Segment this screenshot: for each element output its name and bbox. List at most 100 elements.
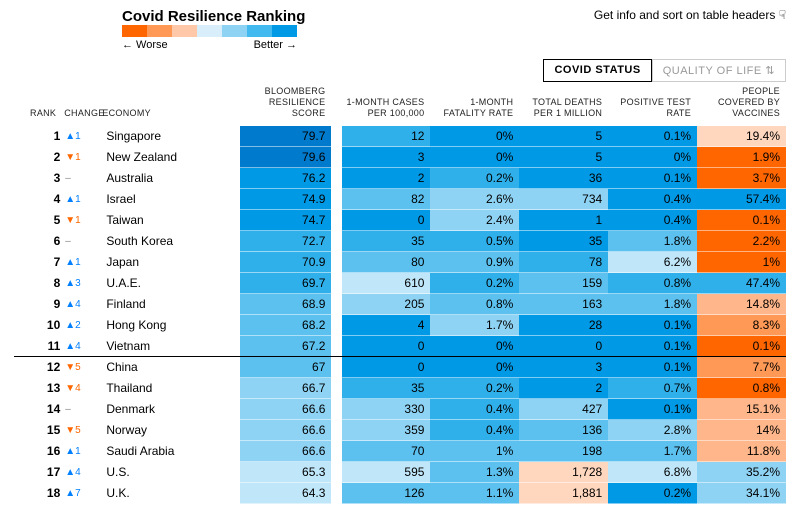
score-cell: 64.3 [240, 483, 331, 504]
score-cell: 66.6 [240, 399, 331, 420]
economy-cell: Hong Kong [100, 315, 240, 336]
table-row: 2▼1New Zealand79.630%50%1.9% [14, 147, 786, 168]
rank-cell: 2 [14, 147, 62, 168]
change-cell: ▼5 [62, 357, 100, 378]
vaccines-cell: 47.4% [697, 273, 786, 294]
vaccines-cell: 11.8% [697, 441, 786, 462]
header-deaths[interactable]: TOTAL DEATHS PER 1 MILLION [519, 82, 608, 126]
header-change[interactable]: CHANGE [62, 82, 100, 126]
header-rank[interactable]: RANK [14, 82, 62, 126]
fatality-cell: 0.4% [430, 399, 519, 420]
cases-cell: 4 [342, 315, 431, 336]
fatality-cell: 0.2% [430, 378, 519, 399]
fatality-cell: 0.2% [430, 168, 519, 189]
header-fatality[interactable]: 1-MONTH FATALITY RATE [430, 82, 519, 126]
tab-quality-of-life[interactable]: QUALITY OF LIFE ⇅ [652, 59, 786, 82]
score-cell: 79.7 [240, 126, 331, 147]
change-cell: – [62, 168, 100, 189]
score-cell: 68.9 [240, 294, 331, 315]
fatality-cell: 0% [430, 147, 519, 168]
rank-cell: 16 [14, 441, 62, 462]
positive-cell: 0.1% [608, 168, 697, 189]
rank-cell: 17 [14, 462, 62, 483]
table-row: 7▲1Japan70.9800.9%786.2%1% [14, 252, 786, 273]
rank-cell: 11 [14, 336, 62, 357]
deaths-cell: 36 [519, 168, 608, 189]
tab-covid-status[interactable]: COVID STATUS [543, 59, 651, 82]
change-cell: ▲1 [62, 252, 100, 273]
sort-icon: ⇅ [765, 64, 775, 77]
rank-cell: 15 [14, 420, 62, 441]
fatality-cell: 0.5% [430, 231, 519, 252]
cases-cell: 595 [342, 462, 431, 483]
score-cell: 67 [240, 357, 331, 378]
change-cell: ▼4 [62, 378, 100, 399]
fatality-cell: 0.2% [430, 273, 519, 294]
score-cell: 79.6 [240, 147, 331, 168]
change-cell: ▲2 [62, 315, 100, 336]
header-economy[interactable]: ECONOMY [100, 82, 240, 126]
cases-cell: 0 [342, 357, 431, 378]
header-cases[interactable]: 1-MONTH CASES PER 100,000 [342, 82, 431, 126]
vaccines-cell: 7.7% [697, 357, 786, 378]
table-row: 12▼5China6700%30.1%7.7% [14, 357, 786, 378]
positive-cell: 0.1% [608, 399, 697, 420]
page-title: Covid Resilience Ranking [122, 8, 305, 25]
vaccines-cell: 14% [697, 420, 786, 441]
fatality-cell: 0.4% [430, 420, 519, 441]
header-score[interactable]: BLOOMBERG RESILIENCE SCORE [240, 82, 331, 126]
header-vaccines[interactable]: PEOPLE COVERED BY VACCINES [697, 82, 786, 126]
vaccines-cell: 57.4% [697, 189, 786, 210]
fatality-cell: 0% [430, 126, 519, 147]
rank-cell: 12 [14, 357, 62, 378]
cases-cell: 70 [342, 441, 431, 462]
positive-cell: 0.4% [608, 210, 697, 231]
cases-cell: 330 [342, 399, 431, 420]
deaths-cell: 2 [519, 378, 608, 399]
change-cell: ▼1 [62, 210, 100, 231]
economy-cell: South Korea [100, 231, 240, 252]
score-cell: 74.7 [240, 210, 331, 231]
change-cell: ▲7 [62, 483, 100, 504]
deaths-cell: 159 [519, 273, 608, 294]
cases-cell: 12 [342, 126, 431, 147]
vaccines-cell: 35.2% [697, 462, 786, 483]
economy-cell: U.K. [100, 483, 240, 504]
positive-cell: 0.4% [608, 189, 697, 210]
vaccines-cell: 2.2% [697, 231, 786, 252]
deaths-cell: 1 [519, 210, 608, 231]
deaths-cell: 5 [519, 126, 608, 147]
fatality-cell: 1.3% [430, 462, 519, 483]
score-cell: 70.9 [240, 252, 331, 273]
score-cell: 74.9 [240, 189, 331, 210]
economy-cell: U.A.E. [100, 273, 240, 294]
fatality-cell: 1.1% [430, 483, 519, 504]
rank-cell: 5 [14, 210, 62, 231]
deaths-cell: 35 [519, 231, 608, 252]
table-row: 4▲1Israel74.9822.6%7340.4%57.4% [14, 189, 786, 210]
fatality-cell: 2.4% [430, 210, 519, 231]
table-row: 10▲2Hong Kong68.241.7%280.1%8.3% [14, 315, 786, 336]
rank-cell: 13 [14, 378, 62, 399]
header-positive[interactable]: POSITIVE TEST RATE [608, 82, 697, 126]
economy-cell: Denmark [100, 399, 240, 420]
positive-cell: 0.1% [608, 126, 697, 147]
fatality-cell: 0% [430, 357, 519, 378]
fatality-cell: 1% [430, 441, 519, 462]
rank-cell: 10 [14, 315, 62, 336]
cases-cell: 35 [342, 231, 431, 252]
economy-cell: Finland [100, 294, 240, 315]
economy-cell: Vietnam [100, 336, 240, 357]
rank-cell: 1 [14, 126, 62, 147]
ranking-table: RANK CHANGE ECONOMY BLOOMBERG RESILIENCE… [14, 82, 786, 504]
fatality-cell: 0.9% [430, 252, 519, 273]
change-cell: ▲1 [62, 441, 100, 462]
positive-cell: 0.2% [608, 483, 697, 504]
positive-cell: 1.8% [608, 294, 697, 315]
positive-cell: 0.1% [608, 315, 697, 336]
change-cell: ▲1 [62, 126, 100, 147]
rank-cell: 9 [14, 294, 62, 315]
cases-cell: 126 [342, 483, 431, 504]
table-row: 15▼5Norway66.63590.4%1362.8%14% [14, 420, 786, 441]
legend-gradient [122, 25, 297, 37]
